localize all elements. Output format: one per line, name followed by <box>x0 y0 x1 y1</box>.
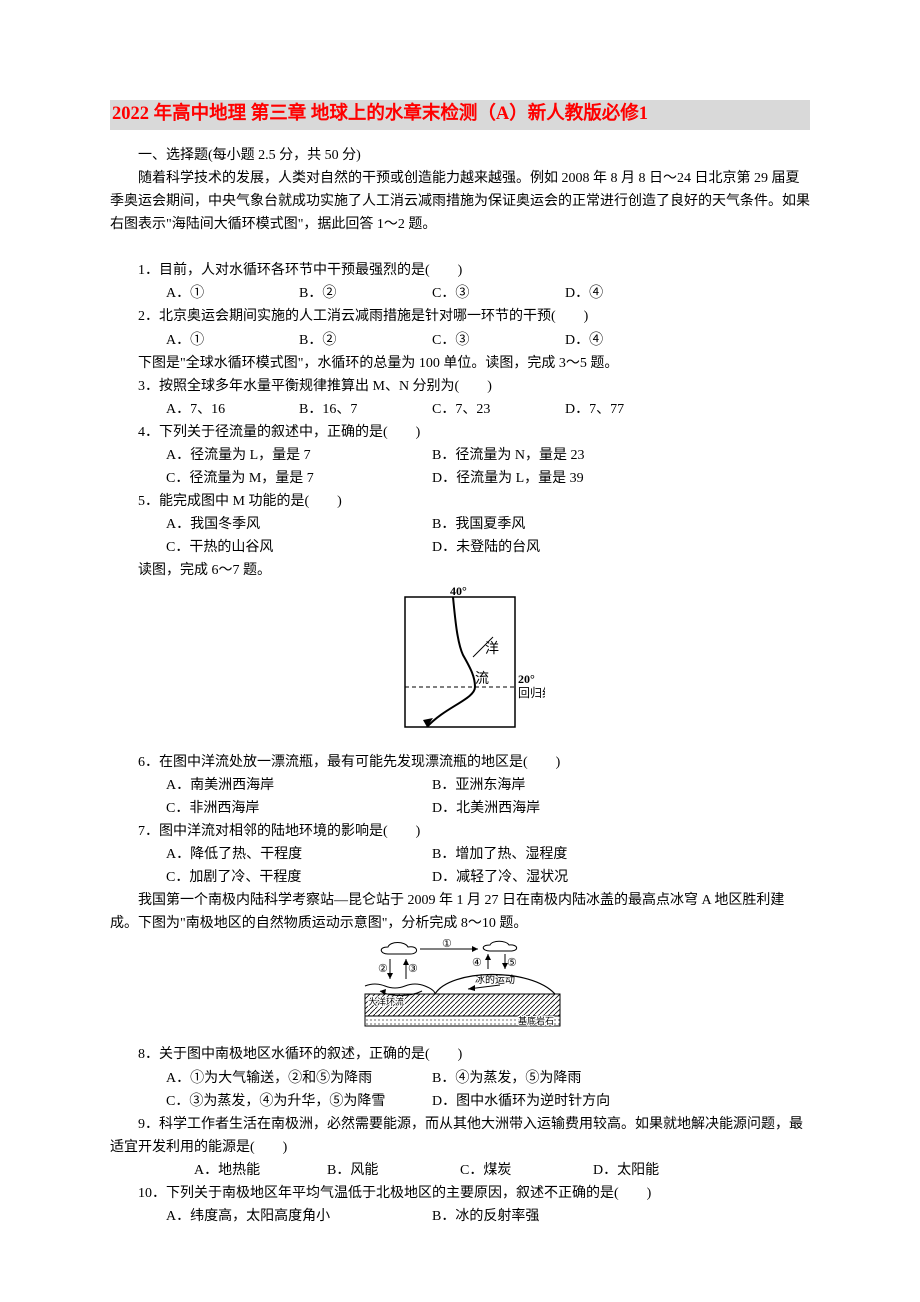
option-b: B．② <box>271 329 404 352</box>
question-stem: 10．下列关于南极地区年平均气温低于北极地区的主要原因，叙述不正确的是( ) <box>110 1182 810 1205</box>
question-options: A．①B．②C．③D．④ <box>110 329 810 352</box>
option-a: A．7、16 <box>138 398 271 421</box>
option-b: B．② <box>271 282 404 305</box>
option-b: B．径流量为 N，量是 23 <box>404 444 584 467</box>
question-options: C．加剧了冷、干程度D．减轻了冷、湿状况 <box>110 866 810 889</box>
section-heading: 一、选择题(每小题 2.5 分，共 50 分) <box>110 144 810 167</box>
option-d: D．径流量为 L，量是 39 <box>404 467 584 490</box>
question-stem: 8．关于图中南极地区水循环的叙述，正确的是( ) <box>110 1043 810 1066</box>
label-4: ④ <box>472 957 482 969</box>
option-a: A．南美洲西海岸 <box>138 774 404 797</box>
passage-intro: 下图是"全球水循环模式图"，水循环的总量为 100 单位。读图，完成 3～5 题… <box>110 352 810 375</box>
question-stem: 5．能完成图中 M 功能的是( ) <box>110 490 810 513</box>
option-c: C．③ <box>404 282 537 305</box>
question-options: C．③为蒸发，④为升华，⑤为降雪D．图中水循环为逆时针方向 <box>110 1090 810 1113</box>
option-c: C．③为蒸发，④为升华，⑤为降雪 <box>138 1090 404 1113</box>
option-c: C．干热的山谷风 <box>138 536 404 559</box>
label-base: 基底岩石 <box>518 1015 554 1026</box>
option-d: D．图中水循环为逆时针方向 <box>404 1090 610 1113</box>
question-options: C．干热的山谷风D．未登陆的台风 <box>110 536 810 559</box>
option-c: C．7、23 <box>404 398 537 421</box>
question-options: A．①为大气输送，②和⑤为降雨B．④为蒸发，⑤为降雨 <box>110 1067 810 1090</box>
option-b: B．亚洲东海岸 <box>404 774 525 797</box>
label-ocean: 大洋环流 <box>368 996 404 1007</box>
option-a: A．地热能 <box>152 1159 285 1182</box>
option-c: C．径流量为 M，量是 7 <box>138 467 404 490</box>
question-stem: 9．科学工作者生活在南极洲，必然需要能源，而从其他大洲带入运输费用较高。如果就地… <box>110 1113 810 1159</box>
option-b: B．风能 <box>285 1159 418 1182</box>
label-40: 40° <box>450 587 467 598</box>
option-c: C．③ <box>404 329 537 352</box>
label-20: 20° <box>518 672 535 686</box>
option-d: D．7、77 <box>537 398 670 421</box>
question-options: A．①B．②C．③D．④ <box>110 282 810 305</box>
question-options: A．纬度高，太阳高度角小B．冰的反射率强 <box>110 1205 810 1228</box>
question-options: A．南美洲西海岸B．亚洲东海岸 <box>110 774 810 797</box>
option-b: B．16、7 <box>271 398 404 421</box>
label-3: ③ <box>408 963 418 975</box>
question-options: C．径流量为 M，量是 7D．径流量为 L，量是 39 <box>110 467 810 490</box>
question-options: A．径流量为 L，量是 7B．径流量为 N，量是 23 <box>110 444 810 467</box>
option-d: D．④ <box>537 329 670 352</box>
question-stem: 6．在图中洋流处放一漂流瓶，最有可能先发现漂流瓶的地区是( ) <box>110 751 810 774</box>
question-stem: 4．下列关于径流量的叙述中，正确的是( ) <box>110 421 810 444</box>
question-options: A．我国冬季风B．我国夏季风 <box>110 513 810 536</box>
page-title: 2022 年高中地理 第三章 地球上的水章末检测（A）新人教版必修1 <box>110 100 810 130</box>
antarctic-cycle-figure: ① ② ③ ④ ⑤ 冰的运动 <box>110 939 810 1037</box>
option-a: A．①为大气输送，②和⑤为降雨 <box>138 1067 404 1090</box>
label-liu: 流 <box>475 671 489 687</box>
exam-page: 2022 年高中地理 第三章 地球上的水章末检测（A）新人教版必修1 一、选择题… <box>0 0 920 1288</box>
question-stem: 3．按照全球多年水量平衡规律推算出 M、N 分别为( ) <box>110 375 810 398</box>
question-options: A．降低了热、干程度B．增加了热、湿程度 <box>110 843 810 866</box>
option-a: A．径流量为 L，量是 7 <box>138 444 404 467</box>
question-options: C．非洲西海岸D．北美洲西海岸 <box>110 797 810 820</box>
label-5: ⑤ <box>507 957 517 969</box>
option-a: A．① <box>138 329 271 352</box>
option-c: C．非洲西海岸 <box>138 797 404 820</box>
option-a: A．纬度高，太阳高度角小 <box>138 1205 404 1228</box>
option-c: C．加剧了冷、干程度 <box>138 866 404 889</box>
question-options: A．地热能B．风能C．煤炭D．太阳能 <box>110 1159 810 1182</box>
option-b: B．我国夏季风 <box>404 513 525 536</box>
option-b: B．冰的反射率强 <box>404 1205 539 1228</box>
label-1: ① <box>442 939 452 950</box>
passage-intro: 读图，完成 6～7 题。 <box>110 559 810 582</box>
label-2: ② <box>378 963 388 975</box>
option-d: D．太阳能 <box>551 1159 684 1182</box>
label-tropic: 回归线 <box>518 686 545 700</box>
option-d: D．未登陆的台风 <box>404 536 540 559</box>
passage-intro: 我国第一个南极内陆科学考察站—昆仑站于 2009 年 1 月 27 日在南极内陆… <box>110 889 810 935</box>
passage-intro: 随着科学技术的发展，人类对自然的干预或创造能力越来越强。例如 2008 年 8 … <box>110 167 810 236</box>
antarctic-cycle-svg: ① ② ③ ④ ⑤ 冰的运动 <box>350 939 570 1029</box>
option-a: A．我国冬季风 <box>138 513 404 536</box>
option-c: C．煤炭 <box>418 1159 551 1182</box>
option-b: B．④为蒸发，⑤为降雨 <box>404 1067 581 1090</box>
option-a: A．降低了热、干程度 <box>138 843 404 866</box>
option-d: D．减轻了冷、湿状况 <box>404 866 568 889</box>
question-stem: 1．目前，人对水循环各环节中干预最强烈的是( ) <box>110 259 810 282</box>
option-b: B．增加了热、湿程度 <box>404 843 567 866</box>
ocean-current-svg: 40° 洋 流 20° 回归线 <box>375 587 545 737</box>
question-stem: 7．图中洋流对相邻的陆地环境的影响是( ) <box>110 820 810 843</box>
option-d: D．④ <box>537 282 670 305</box>
ocean-current-figure: 40° 洋 流 20° 回归线 <box>110 587 810 745</box>
question-stem: 2．北京奥运会期间实施的人工消云减雨措施是针对哪一环节的干预( ) <box>110 305 810 328</box>
question-options: A．7、16B．16、7C．7、23D．7、77 <box>110 398 810 421</box>
option-d: D．北美洲西海岸 <box>404 797 540 820</box>
option-a: A．① <box>138 282 271 305</box>
label-ice: 冰的运动 <box>475 973 515 986</box>
